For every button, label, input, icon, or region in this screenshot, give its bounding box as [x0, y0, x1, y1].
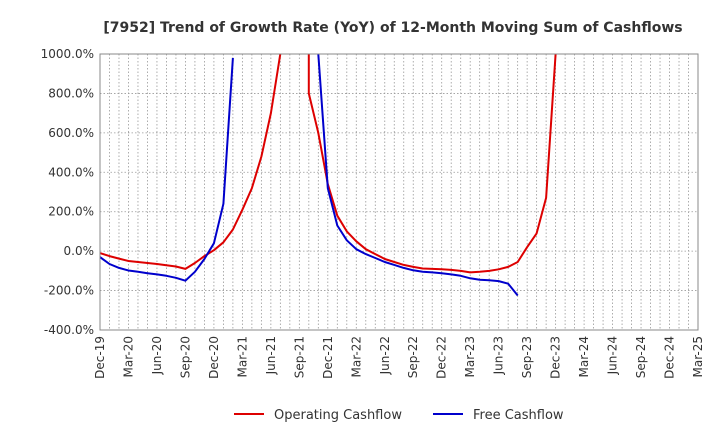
x-tick-label: Jun-23 [492, 336, 506, 375]
x-tick-label: Jun-22 [378, 336, 392, 375]
x-tick-label: Dec-24 [663, 336, 677, 379]
x-tick-label: Sep-24 [634, 336, 648, 378]
x-tick-label: Mar-23 [463, 336, 477, 377]
legend-label: Operating Cashflow [274, 408, 402, 423]
x-tick-label: Mar-24 [577, 336, 591, 377]
x-tick-label: Sep-21 [292, 336, 306, 378]
legend: Operating Cashflow Free Cashflow [234, 408, 564, 423]
x-axis: Dec-19 Mar-20 Jun-20 Sep-20 Dec-20 Mar-21 Jun-… [93, 336, 705, 379]
y-tick-label: 600.0% [48, 126, 94, 140]
x-tick-label: Dec-22 [435, 336, 449, 379]
series-layer [100, 54, 557, 297]
chart-title: [7952] Trend of Growth Rate (YoY) of 12-… [103, 20, 682, 36]
y-tick-label: 1000.0% [41, 47, 94, 61]
y-tick-label: 200.0% [48, 205, 94, 219]
legend-label: Free Cashflow [473, 408, 564, 423]
x-tick-label: Jun-21 [264, 336, 278, 375]
series-line-1 [100, 54, 557, 274]
series-line-2 [100, 54, 519, 297]
x-tick-label: Mar-22 [349, 336, 363, 377]
grid [100, 54, 698, 330]
x-tick-label: Sep-20 [178, 336, 192, 378]
plot-frame [99, 53, 699, 331]
x-tick-label: Mar-25 [691, 336, 705, 377]
x-tick-label: Sep-23 [520, 336, 534, 378]
x-tick-label: Sep-22 [406, 336, 420, 378]
x-tick-label: Dec-23 [549, 336, 563, 379]
x-tick-label: Jun-20 [150, 336, 164, 375]
y-tick-label: -200.0% [44, 284, 94, 298]
y-tick-label: 400.0% [48, 165, 94, 179]
y-axis: -400.0% -200.0% 0.0% 200.0% 400.0% 600.0% 800.… [41, 47, 94, 337]
y-tick-label: 0.0% [64, 244, 95, 258]
x-tick-label: Mar-21 [235, 336, 249, 377]
y-tick-label: 800.0% [48, 86, 94, 100]
x-tick-label: Dec-19 [93, 336, 107, 379]
x-tick-label: Jun-24 [606, 336, 620, 375]
x-tick-label: Mar-20 [121, 336, 135, 377]
y-tick-label: -400.0% [44, 323, 94, 337]
x-tick-label: Dec-21 [321, 336, 335, 379]
x-tick-label: Dec-20 [207, 336, 221, 379]
